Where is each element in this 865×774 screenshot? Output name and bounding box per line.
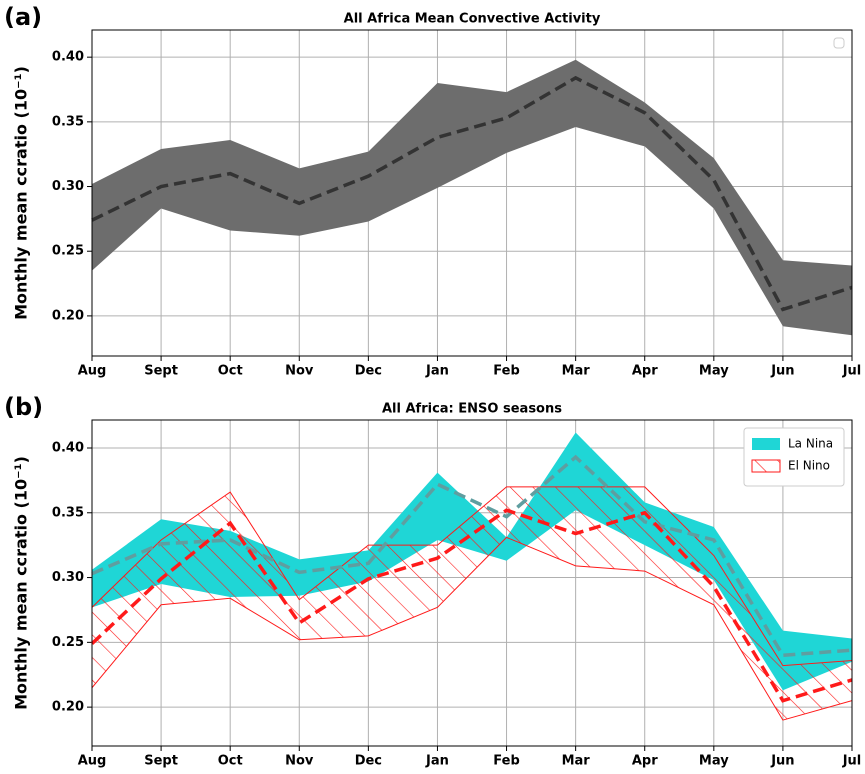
x-tick-label: Feb: [493, 754, 519, 769]
y-tick-label: 0.20: [52, 700, 84, 715]
chart-title: All Africa: ENSO seasons: [382, 402, 562, 417]
x-tick-label: Oct: [218, 754, 243, 769]
x-tick-label: Jan: [425, 364, 449, 379]
panel-label: (b): [4, 393, 43, 421]
legend-label: El Nino: [788, 459, 830, 473]
mean-line: [91, 75, 853, 312]
x-tick-label: Jun: [770, 754, 794, 769]
y-tick-label: 0.40: [52, 440, 84, 455]
x-tick-label: Mar: [562, 364, 591, 379]
x-tick-label: Jan: [425, 754, 449, 769]
x-tick-label: Feb: [493, 364, 519, 379]
y-tick-label: 0.30: [52, 179, 84, 194]
plot-frame: [91, 419, 853, 747]
x-tick-label: May: [699, 754, 729, 769]
x-tick-label: Jun: [770, 364, 794, 379]
y-tick-label: 0.35: [52, 505, 84, 520]
x-tick-label: Dec: [355, 364, 382, 379]
y-tick-label: 0.20: [52, 308, 84, 323]
x-tick-label: Apr: [632, 364, 658, 379]
chart-title: All Africa Mean Convective Activity: [344, 12, 601, 27]
legend-swatch: [751, 459, 781, 473]
y-tick-label: 0.35: [52, 114, 84, 129]
x-tick-label: Jul: [842, 364, 862, 379]
legend-label: La Nina: [788, 437, 833, 451]
x-tick-label: Oct: [218, 364, 243, 379]
y-axis-label: Monthly mean ccratio (10⁻¹): [12, 456, 31, 710]
plot-frame: [91, 29, 853, 357]
x-tick-label: Mar: [562, 754, 591, 769]
band: [92, 59, 852, 336]
legend-swatch: [752, 438, 780, 450]
x-tick-label: Nov: [285, 364, 314, 379]
x-tick-label: Jul: [842, 754, 862, 769]
y-axis-label: Monthly mean ccratio (10⁻¹): [12, 66, 31, 320]
x-tick-label: Dec: [355, 754, 382, 769]
panel-label: (a): [4, 3, 42, 31]
x-tick-label: Apr: [632, 754, 658, 769]
y-tick-label: 0.40: [52, 50, 84, 65]
y-tick-label: 0.25: [52, 244, 84, 259]
y-tick-label: 0.25: [52, 635, 84, 650]
y-tick-label: 0.30: [52, 570, 84, 585]
x-tick-label: Sept: [144, 754, 178, 769]
x-tick-label: Nov: [285, 754, 314, 769]
x-tick-label: Sept: [144, 364, 178, 379]
mean-line: [91, 454, 853, 658]
legend-box: [833, 37, 845, 49]
x-tick-label: May: [699, 364, 729, 379]
band: [91, 486, 853, 721]
x-tick-label: Aug: [78, 364, 107, 379]
mean-line: [90, 508, 853, 703]
x-tick-label: Aug: [78, 754, 107, 769]
